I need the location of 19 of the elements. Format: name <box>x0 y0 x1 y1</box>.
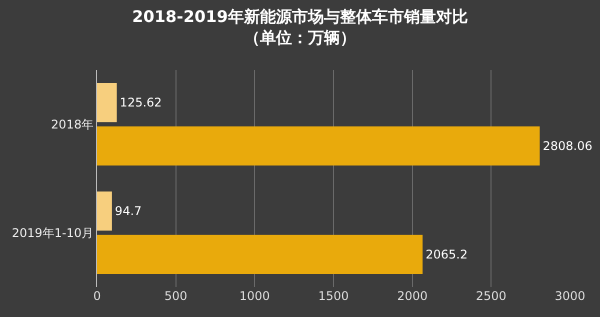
bar <box>97 83 117 122</box>
bar <box>97 234 423 274</box>
x-tick-label: 500 <box>164 289 188 303</box>
x-tick-label: 3000 <box>554 289 586 303</box>
x-tick-label: 2500 <box>476 289 506 303</box>
chart-title: 2018-2019年新能源市场与整体车市销量对比 <box>132 7 468 26</box>
bar <box>97 192 112 231</box>
data-label: 2065.2 <box>426 247 468 262</box>
data-label: 125.62 <box>120 96 162 110</box>
bar <box>97 126 540 166</box>
x-tick-label: 1500 <box>318 289 349 303</box>
y-tick-label: 2018年 <box>51 117 94 132</box>
chart-subtitle: （单位：万辆） <box>244 28 356 47</box>
data-label: 2808.06 <box>542 138 592 153</box>
x-tick-label: 0 <box>93 289 101 303</box>
data-label: 94.7 <box>114 204 142 218</box>
x-tick-label: 1000 <box>239 289 270 303</box>
y-tick-label: 2019年1-10月 <box>12 226 94 240</box>
x-tick-label: 2000 <box>397 289 428 303</box>
